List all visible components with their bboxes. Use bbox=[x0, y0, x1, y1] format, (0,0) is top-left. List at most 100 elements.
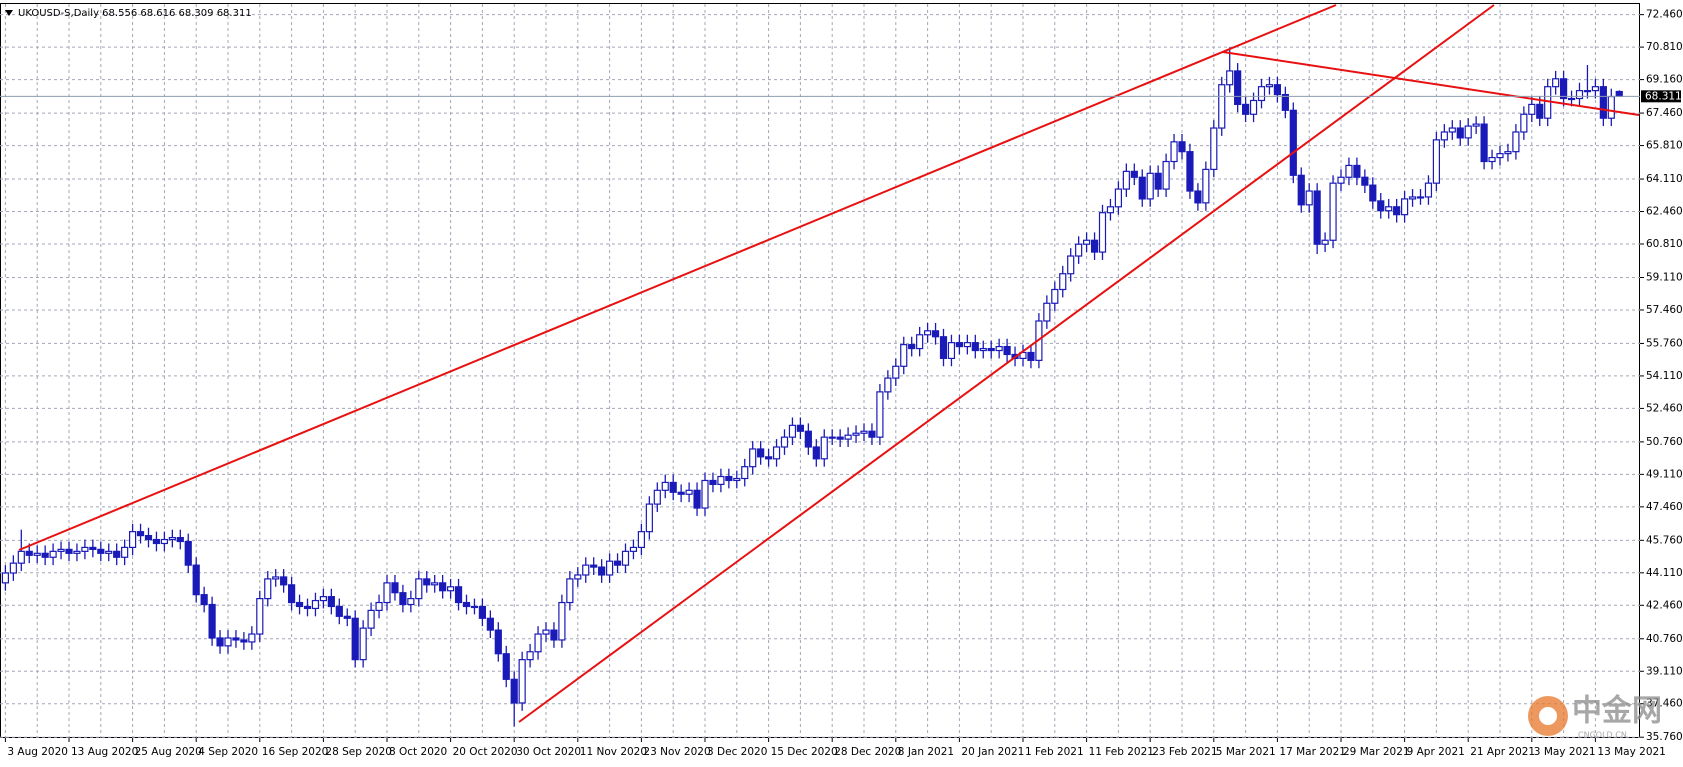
candle-body bbox=[1234, 70, 1242, 106]
candle-body bbox=[1202, 168, 1210, 204]
x-tick-label: 3 May 2021 bbox=[1534, 746, 1596, 758]
candle-body bbox=[733, 477, 741, 482]
candle-body bbox=[1480, 123, 1488, 163]
y-tick-label: 67.460 bbox=[1646, 107, 1683, 119]
candle-body bbox=[1059, 273, 1067, 291]
candle-body bbox=[415, 578, 423, 600]
candle-body bbox=[1472, 123, 1480, 127]
candle-body bbox=[89, 546, 97, 550]
candle-body bbox=[303, 605, 312, 610]
candle-body bbox=[1567, 97, 1576, 101]
candle-body bbox=[534, 633, 542, 653]
candle-body bbox=[669, 481, 677, 493]
candle-body bbox=[518, 659, 526, 704]
candle-body bbox=[1345, 164, 1353, 178]
menu-arrow bbox=[5, 10, 13, 16]
candle-body bbox=[1575, 90, 1584, 100]
candle-body bbox=[574, 574, 582, 580]
y-tick-label: 65.810 bbox=[1646, 140, 1683, 152]
x-tick-label: 23 Feb 2021 bbox=[1152, 746, 1217, 758]
candle-body bbox=[1178, 141, 1186, 153]
y-tick-label: 70.810 bbox=[1646, 41, 1683, 53]
candle-body bbox=[1297, 174, 1305, 206]
x-tick-label: 17 Mar 2021 bbox=[1279, 746, 1346, 758]
candle-body bbox=[1043, 302, 1051, 322]
candle-body bbox=[884, 377, 892, 393]
candle-body bbox=[1512, 131, 1520, 153]
candle-body bbox=[693, 489, 701, 509]
x-tick-label: 8 Jan 2021 bbox=[898, 746, 954, 758]
candle-body bbox=[176, 536, 184, 543]
candle-body bbox=[1273, 84, 1282, 96]
candle-body bbox=[25, 550, 33, 556]
candle-body bbox=[621, 550, 630, 566]
y-tick-label: 37.460 bbox=[1646, 698, 1683, 710]
candle-body bbox=[963, 342, 971, 348]
candle-body bbox=[939, 336, 948, 359]
candle-body bbox=[1440, 131, 1448, 141]
y-tick-label: 54.110 bbox=[1646, 370, 1683, 382]
candle-body bbox=[1488, 156, 1496, 163]
y-tick-label: 59.110 bbox=[1646, 271, 1683, 283]
candle-body bbox=[868, 430, 876, 438]
candle-body bbox=[931, 330, 940, 338]
candle-body bbox=[295, 601, 304, 608]
y-tick-label: 69.160 bbox=[1646, 74, 1683, 86]
candle-body bbox=[629, 546, 638, 552]
candle-body bbox=[709, 479, 717, 486]
x-tick-label: 15 Dec 2020 bbox=[771, 746, 838, 758]
candle-body bbox=[1353, 164, 1361, 178]
candle-body bbox=[1114, 188, 1123, 208]
candle-body bbox=[335, 605, 343, 617]
x-tick-label: 11 Feb 2021 bbox=[1089, 746, 1154, 758]
candle-body bbox=[1528, 103, 1536, 115]
candle-body bbox=[1194, 190, 1202, 204]
candle-body bbox=[1106, 206, 1115, 214]
candle-body bbox=[566, 578, 574, 604]
candle-body bbox=[41, 552, 49, 558]
candle-body bbox=[105, 550, 113, 554]
x-tick-label: 13 May 2021 bbox=[1597, 746, 1665, 758]
candle-body bbox=[144, 534, 153, 541]
watermark-text: 中金网 bbox=[1572, 694, 1662, 729]
candle-body bbox=[1122, 170, 1130, 190]
candle-body bbox=[1583, 90, 1592, 93]
candle-body bbox=[1393, 206, 1401, 216]
y-tick-label: 39.110 bbox=[1646, 665, 1683, 677]
candle-body bbox=[49, 550, 57, 558]
candle-body bbox=[232, 637, 240, 641]
x-tick-label: 29 Mar 2021 bbox=[1343, 746, 1410, 758]
candle-body bbox=[129, 531, 137, 549]
candle-body bbox=[1432, 139, 1441, 184]
candle-body bbox=[637, 531, 646, 549]
candle-body bbox=[844, 434, 852, 440]
candle-body bbox=[1464, 125, 1472, 139]
candle-body bbox=[590, 564, 598, 568]
candle-body bbox=[916, 334, 924, 350]
candle-body bbox=[542, 629, 550, 635]
candle-body bbox=[470, 605, 479, 609]
candle-body bbox=[1067, 255, 1075, 275]
candle-body bbox=[1090, 239, 1099, 253]
y-tick-label: 49.110 bbox=[1646, 468, 1683, 480]
candle-body bbox=[1162, 160, 1170, 190]
candle-body bbox=[772, 446, 781, 460]
x-tick-label: 11 Nov 2020 bbox=[580, 746, 647, 758]
candle-body bbox=[1536, 103, 1544, 119]
x-tick-label: 9 Apr 2021 bbox=[1407, 746, 1465, 758]
candle-body bbox=[272, 576, 280, 580]
candle-body bbox=[1265, 84, 1274, 88]
candle-body bbox=[987, 347, 995, 352]
candle-body bbox=[1, 572, 10, 584]
candle-body bbox=[1599, 86, 1607, 119]
candle-body bbox=[677, 491, 685, 495]
candle-body bbox=[685, 489, 693, 495]
candle-body bbox=[1377, 200, 1385, 212]
candle-body bbox=[947, 342, 956, 359]
candle-body bbox=[224, 637, 232, 647]
candle-body bbox=[121, 546, 129, 558]
candle-body bbox=[1082, 239, 1091, 245]
candle-body bbox=[1369, 184, 1377, 202]
candle-body bbox=[97, 548, 105, 554]
candle-body bbox=[812, 446, 820, 460]
